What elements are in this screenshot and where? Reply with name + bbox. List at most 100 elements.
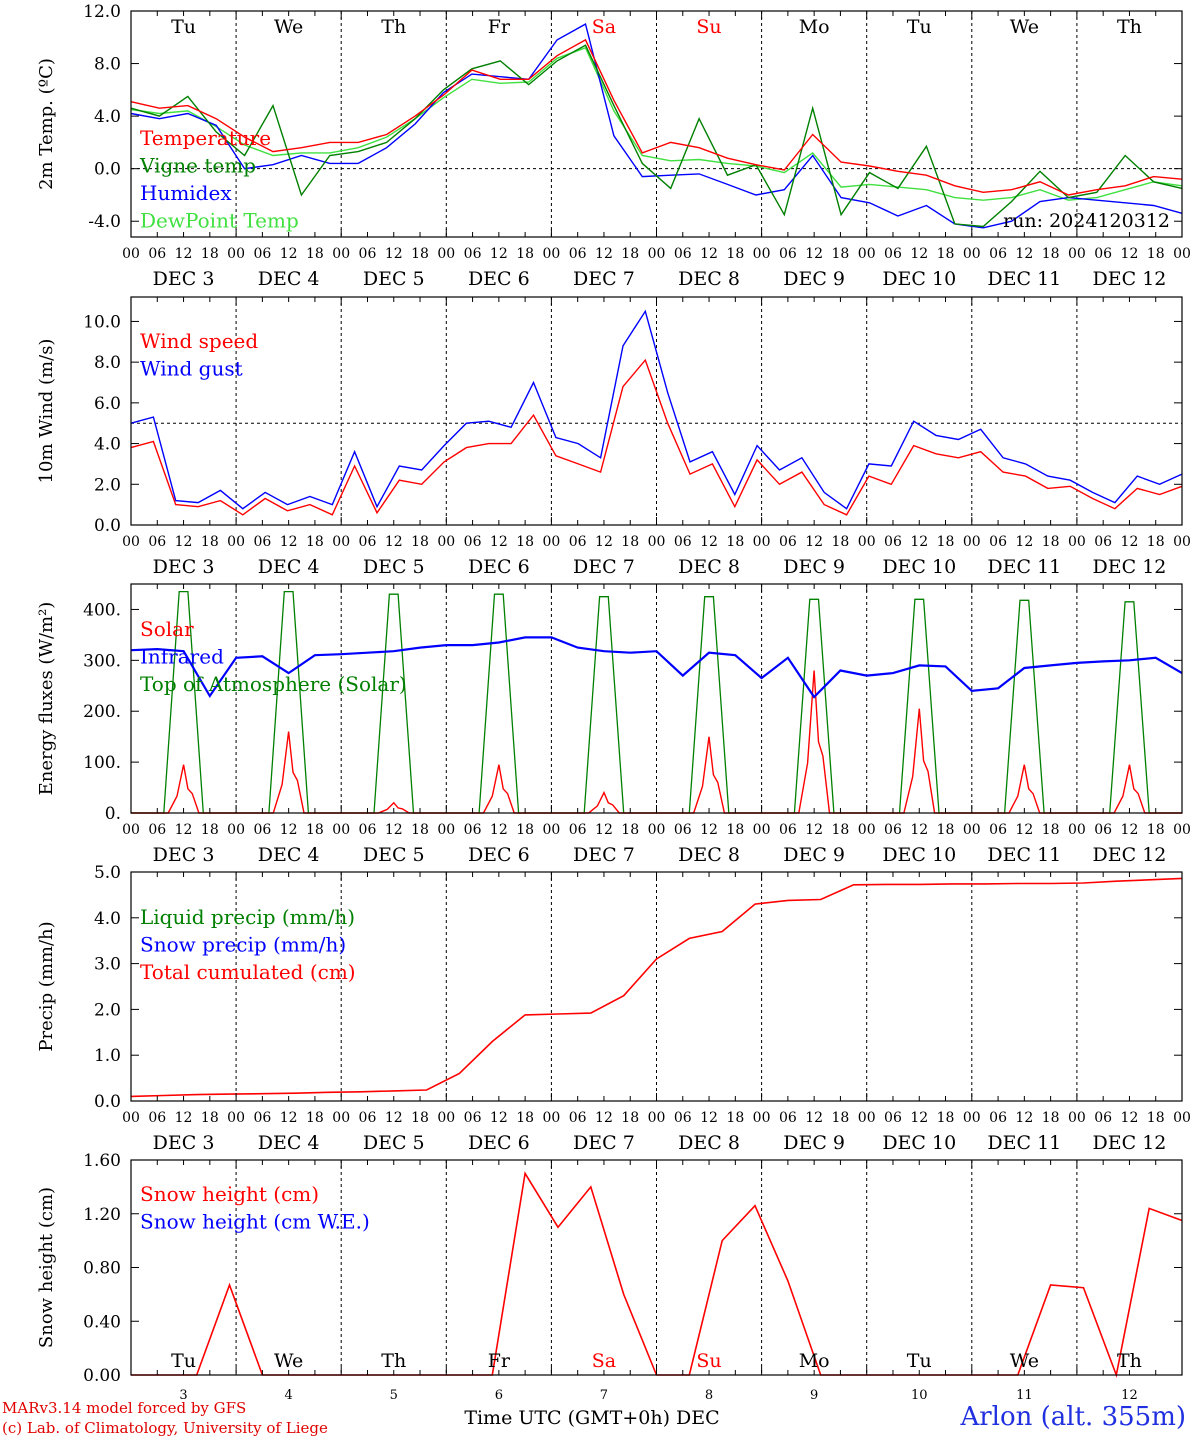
hour-tick-label: 06 [148, 1110, 166, 1126]
hour-tick-label: 06 [359, 822, 377, 838]
hour-tick-label: 06 [569, 246, 587, 262]
hour-tick-label: 00 [753, 1110, 771, 1126]
date-label: DEC 12 [1093, 268, 1167, 290]
panel-frame-4 [130, 871, 1183, 1102]
hour-tick-label: 00 [437, 534, 455, 550]
hour-tick-label: 18 [411, 246, 429, 262]
date-label: DEC 4 [258, 556, 320, 578]
hour-tick-label: 06 [989, 246, 1007, 262]
date-label: DEC 8 [678, 268, 740, 290]
hour-tick-label: 18 [516, 534, 534, 550]
y-tick-label: 300. [83, 651, 121, 671]
day-number-label: 11 [1016, 1388, 1033, 1403]
day-number-label: 8 [705, 1388, 713, 1403]
series-vigne-temp [130, 44, 1183, 228]
y-tick-label: 4.0 [94, 435, 121, 455]
hour-tick-label: 06 [359, 1110, 377, 1126]
day-number-label: 9 [810, 1388, 818, 1403]
bottom-day-label: We [1010, 1350, 1039, 1372]
date-label: DEC 8 [678, 1132, 740, 1154]
date-label: DEC 3 [153, 1132, 215, 1154]
hour-tick-label: 18 [1147, 1110, 1165, 1126]
series-top-of-atmosphere [131, 590, 1182, 814]
y-tick-label: 12.0 [83, 2, 121, 22]
hour-tick-label: 00 [542, 246, 560, 262]
hour-tick-label: 06 [989, 534, 1007, 550]
date-label: DEC 8 [678, 844, 740, 866]
date-label: DEC 9 [783, 556, 845, 578]
top-day-label: We [1010, 16, 1039, 38]
hour-tick-label: 12 [805, 534, 823, 550]
hour-tick-label: 18 [1042, 534, 1060, 550]
hour-tick-label: 00 [1068, 1110, 1086, 1126]
hour-tick-label: 06 [253, 822, 271, 838]
hour-tick-label: 06 [253, 534, 271, 550]
hour-tick-label: 00 [332, 1110, 350, 1126]
bottom-day-label: Tu [907, 1350, 932, 1372]
hour-tick-label: 12 [175, 1110, 193, 1126]
hour-tick-label: 06 [359, 534, 377, 550]
y-tick-label: 4.0 [94, 107, 121, 127]
hour-tick-label: 12 [280, 822, 298, 838]
y-tick-label: 3.0 [94, 955, 121, 975]
hour-tick-label: 06 [779, 1110, 797, 1126]
y-axis-label-3: Energy fluxes (W/m²) [36, 602, 57, 796]
hour-tick-label: 18 [201, 1110, 219, 1126]
date-label: DEC 5 [363, 556, 425, 578]
hour-tick-label: 18 [937, 1110, 955, 1126]
hour-tick-label: 18 [937, 246, 955, 262]
hour-tick-label: 06 [884, 1110, 902, 1126]
date-label: DEC 10 [882, 556, 956, 578]
y-tick-label: 0.00 [83, 1366, 121, 1386]
hour-tick-label: 12 [385, 822, 403, 838]
hour-tick-label: 18 [621, 1110, 639, 1126]
legend-top-of-atmosphere-solar-: Top of Atmosphere (Solar) [140, 672, 407, 696]
hour-tick-label: 12 [1121, 822, 1139, 838]
hour-tick-label: 18 [1147, 822, 1165, 838]
hour-tick-label: 18 [937, 822, 955, 838]
date-label: DEC 7 [573, 556, 635, 578]
hour-tick-label: 18 [306, 246, 324, 262]
hour-tick-label: 06 [569, 822, 587, 838]
hour-tick-label: 12 [805, 1110, 823, 1126]
hour-tick-label: 00 [648, 534, 666, 550]
hour-tick-label: 18 [621, 822, 639, 838]
y-tick-label: 10.0 [83, 312, 121, 332]
hour-tick-label: 18 [411, 822, 429, 838]
legend-solar: Solar [140, 617, 194, 641]
hour-tick-label: 12 [490, 822, 508, 838]
hour-tick-label: 00 [122, 534, 140, 550]
hour-tick-label: 12 [385, 1110, 403, 1126]
hour-tick-label: 18 [1042, 246, 1060, 262]
date-label: DEC 10 [882, 268, 956, 290]
hour-tick-label: 18 [726, 822, 744, 838]
legend-dewpoint-temp: DewPoint Temp [140, 209, 299, 233]
x-axis-label: Time UTC (GMT+0h) DEC [464, 1407, 719, 1429]
hour-tick-label: 12 [490, 1110, 508, 1126]
top-day-label: Fr [488, 16, 511, 38]
date-label: DEC 6 [468, 1132, 530, 1154]
series-temperature [130, 38, 1183, 196]
hour-tick-label: 12 [595, 1110, 613, 1126]
hour-tick-label: 06 [253, 1110, 271, 1126]
hour-tick-label: 12 [910, 246, 928, 262]
hour-tick-label: 18 [201, 534, 219, 550]
run-annotation: run: 2024120312 [1003, 210, 1170, 232]
hour-tick-label: 00 [963, 534, 981, 550]
hour-tick-label: 18 [201, 246, 219, 262]
y-tick-label: 2.0 [94, 1000, 121, 1020]
bottom-day-label: We [274, 1350, 303, 1372]
hour-tick-label: 18 [937, 534, 955, 550]
hour-tick-label: 06 [1094, 534, 1112, 550]
y-tick-label: 0. [105, 804, 121, 824]
hour-tick-label: 12 [700, 246, 718, 262]
hour-tick-label: 12 [1121, 1110, 1139, 1126]
legend-wind-speed: Wind speed [140, 329, 258, 353]
hour-tick-label: 00 [332, 534, 350, 550]
date-label: DEC 3 [153, 844, 215, 866]
series-infrared [130, 636, 1183, 699]
top-day-label: Tu [171, 16, 196, 38]
hour-tick-label: 18 [516, 1110, 534, 1126]
panel-frame-1 [130, 10, 1183, 238]
